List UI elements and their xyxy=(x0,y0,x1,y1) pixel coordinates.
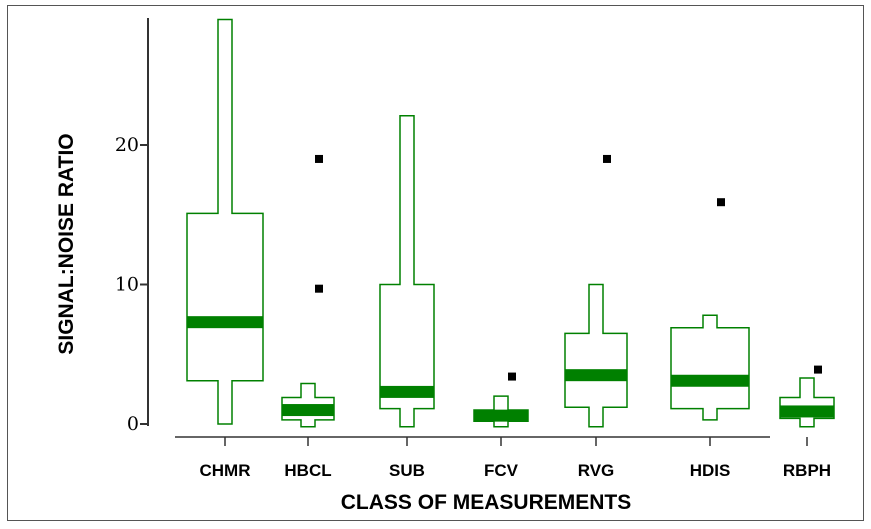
box-outline-chmr xyxy=(186,18,264,425)
box-outline-hdis xyxy=(670,314,750,421)
outlier-point xyxy=(603,154,611,163)
x-tick-label: RVG xyxy=(578,461,615,480)
y-axis-title: SIGNAL:NOISE RATIO xyxy=(55,133,78,354)
box-outline-rvg xyxy=(564,283,628,428)
x-tick-label: HBCL xyxy=(284,461,331,480)
labels: 0 10 20 CHMR HBCL SUB FCV RVG HDIS RBPH xyxy=(115,134,831,480)
x-tick-label: SUB xyxy=(389,461,425,480)
median-bar-fcv xyxy=(474,409,528,422)
outlier-point xyxy=(508,372,516,381)
x-tick-label: HDIS xyxy=(690,461,731,480)
chart-frame xyxy=(7,5,864,521)
box-outline-sub xyxy=(379,114,435,428)
median-bar-rvg xyxy=(565,369,627,382)
y-tick-label: 0 xyxy=(127,413,139,435)
median-bar-hbcl xyxy=(282,404,334,417)
median-bar-chmr xyxy=(187,316,263,329)
x-tick-label: FCV xyxy=(484,461,519,480)
box-outline-rbph xyxy=(779,377,835,428)
x-tick-label: CHMR xyxy=(200,461,251,480)
x-tick-label: RBPH xyxy=(783,461,831,480)
outlier-point xyxy=(315,284,323,293)
axes xyxy=(140,18,808,446)
outlier-point xyxy=(814,365,822,374)
x-axis-title: CLASS OF MEASUREMENTS xyxy=(341,491,632,514)
y-tick-label: 10 xyxy=(115,274,139,296)
y-tick-label: 20 xyxy=(115,134,139,156)
outlier-point xyxy=(315,154,323,163)
boxes xyxy=(186,18,835,428)
outlier-point xyxy=(717,198,725,207)
median-bar-sub xyxy=(380,385,434,398)
median-bar-hdis xyxy=(671,374,749,387)
median-bar-rbph xyxy=(780,405,834,418)
